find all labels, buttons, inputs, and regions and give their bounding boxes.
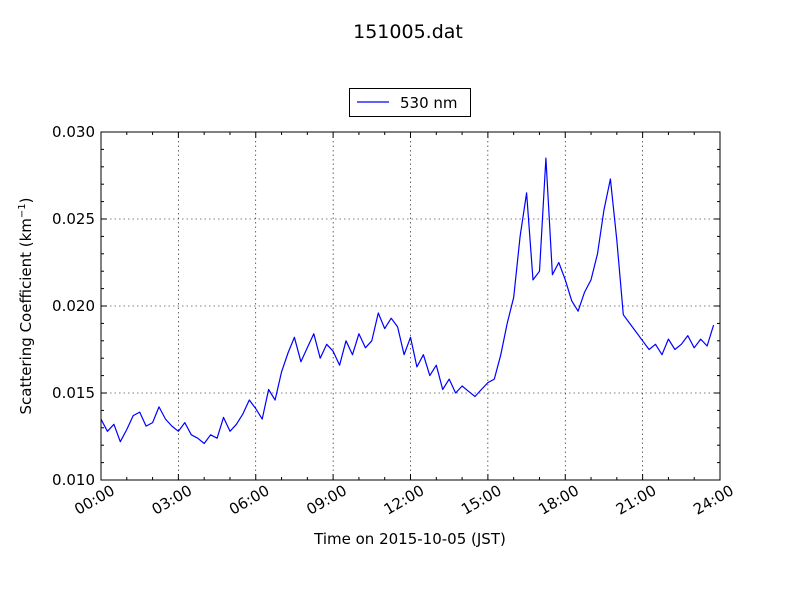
y-axis-label-main: Scattering Coefficient (km	[17, 218, 35, 414]
y-tick-label: 0.025	[52, 210, 95, 228]
y-axis-label: Scattering Coefficient (km−1)	[17, 197, 35, 414]
series-layer	[100, 157, 715, 445]
y-tick-label: 0.010	[52, 471, 95, 489]
y-tick-labels: 0.010 0.015 0.020 0.025 0.030	[52, 123, 95, 489]
chart-title: 151005.dat	[353, 21, 463, 43]
ticks	[100, 131, 721, 481]
y-tick-label: 0.020	[52, 297, 95, 315]
y-tick-label: 0.015	[52, 384, 95, 402]
series-line-0	[100, 157, 715, 445]
legend: 530 nm	[349, 88, 471, 117]
x-axis-label: Time on 2015-10-05 (JST)	[313, 530, 506, 548]
y-tick-label: 0.030	[52, 123, 95, 141]
y-axis-label-superscript: −1	[17, 203, 28, 218]
legend-label-530nm: 530 nm	[400, 94, 458, 112]
y-axis-label-tail: )	[17, 197, 35, 203]
